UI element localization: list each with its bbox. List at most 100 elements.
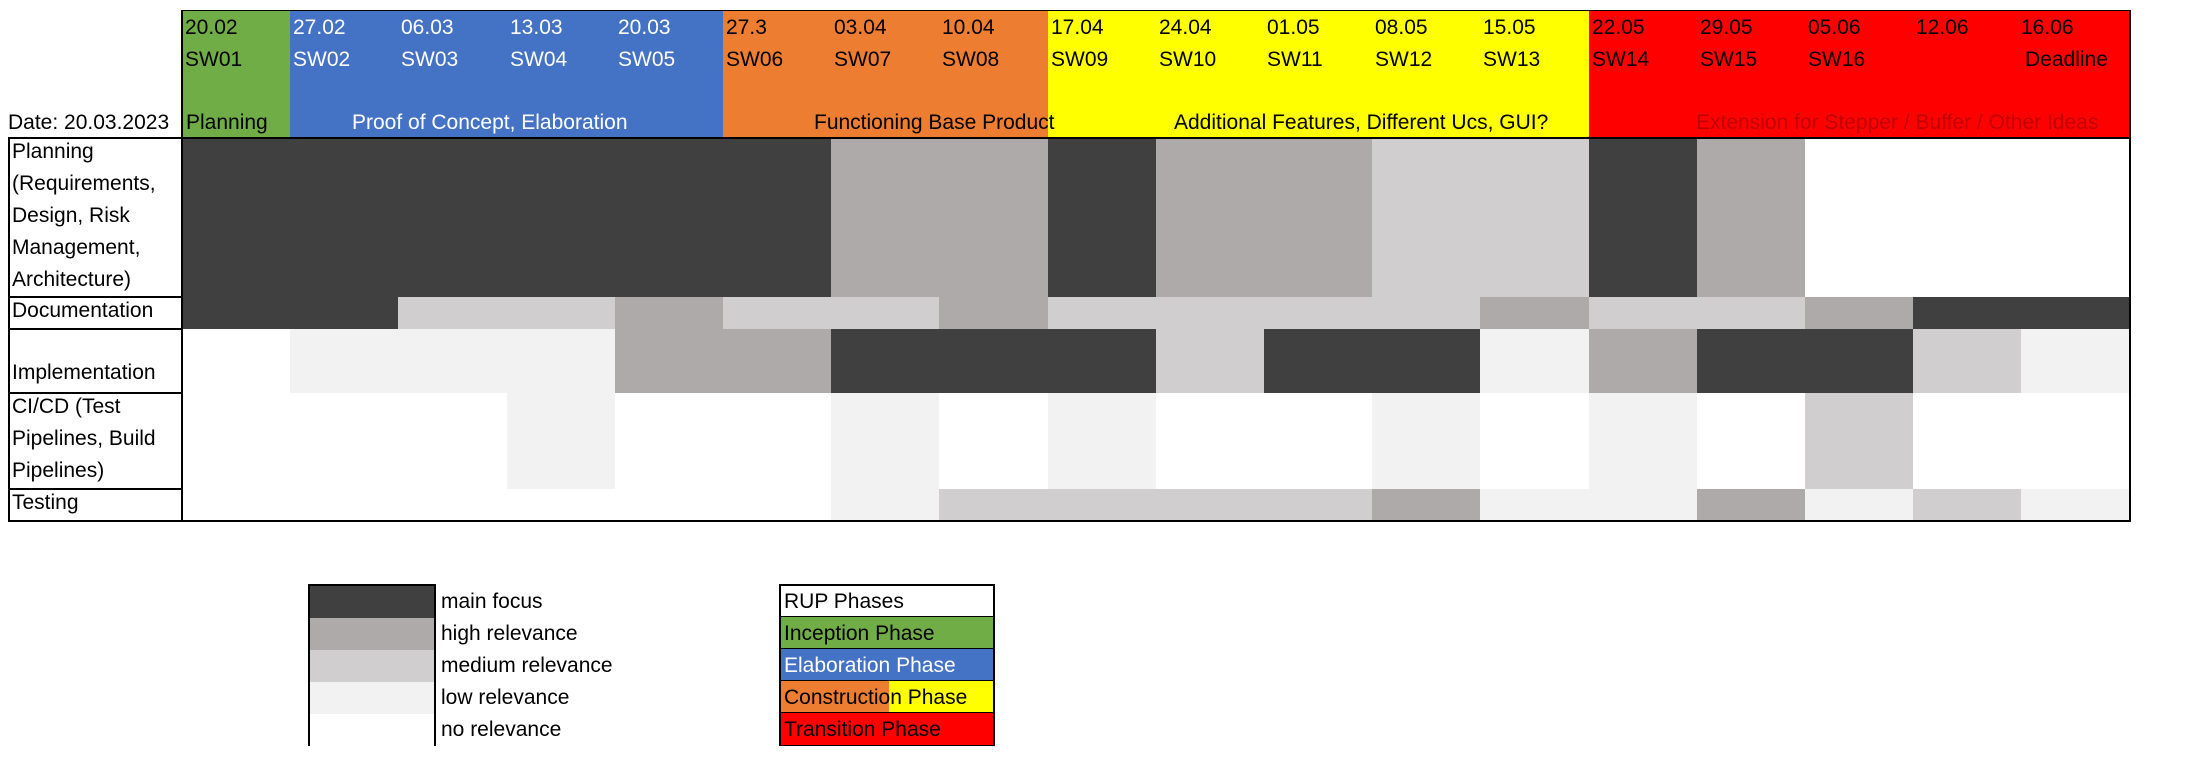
grid-cell xyxy=(831,138,939,297)
grid-cell xyxy=(1697,329,1805,393)
grid-cell xyxy=(723,489,831,521)
grid-cell xyxy=(2021,297,2130,329)
row-divider xyxy=(8,296,182,298)
row-label-line: Documentation xyxy=(12,299,154,322)
week-date: 24.04 xyxy=(1159,16,1212,39)
week-sw: SW08 xyxy=(942,48,1000,71)
header-week-cell xyxy=(290,10,398,138)
row-label-line: Implementation xyxy=(12,361,156,384)
week-date: 20.02 xyxy=(185,16,238,39)
header-week-cell xyxy=(182,10,290,138)
phase-label-proof-of-concept: Proof of Concept, Elaboration xyxy=(352,111,628,134)
header-top-border xyxy=(182,10,2130,11)
grid-cell xyxy=(723,393,831,489)
week-sw: SW05 xyxy=(618,48,676,71)
grid-cell xyxy=(2021,393,2130,489)
row-label-line: CI/CD (Test xyxy=(12,395,121,418)
grid-cell xyxy=(615,297,723,329)
grid-cell xyxy=(1805,329,1913,393)
grid-cell xyxy=(182,489,290,521)
grid-cell xyxy=(1372,489,1480,521)
week-date: 03.04 xyxy=(834,16,887,39)
week-date: 06.03 xyxy=(401,16,454,39)
grid-cell xyxy=(1480,329,1589,393)
week-sw: SW16 xyxy=(1808,48,1866,71)
grid-cell xyxy=(507,329,615,393)
rup-label-inception: Inception Phase xyxy=(784,622,935,645)
phase-label-extension: Extension for Stepper / Buffer / Other I… xyxy=(1696,111,2099,134)
grid-cell xyxy=(398,297,507,329)
week-date: 15.05 xyxy=(1483,16,1536,39)
grid-cell xyxy=(1805,393,1913,489)
grid-cell xyxy=(1156,138,1264,297)
grid-cell xyxy=(939,297,1048,329)
grid-cell xyxy=(615,138,723,297)
week-date: 12.06 xyxy=(1916,16,1969,39)
grid-cell xyxy=(831,489,939,521)
row-label-line: Management, xyxy=(12,236,141,259)
rup-swatch-transition xyxy=(781,713,993,745)
grid-cell xyxy=(2021,138,2130,297)
header-week-cell xyxy=(939,10,1048,138)
grid-cell xyxy=(615,329,723,393)
legend-swatch-low xyxy=(310,682,434,714)
grid-cell xyxy=(831,393,939,489)
rup-swatch-construction-a xyxy=(781,681,889,713)
legend-swatch-none xyxy=(310,714,434,746)
grid-cell xyxy=(1805,297,1913,329)
grid-cell xyxy=(1805,489,1913,521)
header-week-cell xyxy=(1048,10,1156,138)
legend-label-main: main focus xyxy=(441,590,543,613)
grid-cell xyxy=(1372,393,1480,489)
header-week-cell xyxy=(723,10,831,138)
grid-cell xyxy=(1913,489,2021,521)
week-date: 08.05 xyxy=(1375,16,1428,39)
legend-swatch-high xyxy=(310,618,434,650)
header-week-cell xyxy=(1372,10,1480,138)
grid-cell xyxy=(1156,329,1264,393)
grid-cell xyxy=(1697,393,1805,489)
grid-cell xyxy=(1264,138,1372,297)
rup-swatch-inception xyxy=(781,617,993,649)
week-sw: Deadline xyxy=(2025,48,2108,71)
grid-cell xyxy=(1913,329,2021,393)
grid-cell xyxy=(290,489,398,521)
grid-cell xyxy=(182,393,290,489)
grid-cell xyxy=(398,138,507,297)
grid-cell xyxy=(1156,393,1264,489)
grid-cell xyxy=(507,297,615,329)
row-label-line: Testing xyxy=(12,491,79,514)
grid-cell xyxy=(290,297,398,329)
grid-cell xyxy=(1048,329,1156,393)
grid-cell xyxy=(1372,297,1480,329)
week-sw: SW07 xyxy=(834,48,892,71)
grid-cell xyxy=(615,489,723,521)
week-date: 22.05 xyxy=(1592,16,1645,39)
label-column-divider xyxy=(181,10,183,522)
row-divider xyxy=(8,328,182,330)
date-label: Date: 20.03.2023 xyxy=(8,111,170,134)
week-sw: SW02 xyxy=(293,48,351,71)
grid-cell xyxy=(1913,138,2021,297)
week-sw: SW06 xyxy=(726,48,784,71)
grid-cell xyxy=(723,297,831,329)
week-sw: SW15 xyxy=(1700,48,1758,71)
grid-cell xyxy=(1372,329,1480,393)
week-date: 27.02 xyxy=(293,16,346,39)
row-label-line: Architecture) xyxy=(12,268,132,291)
grid-left-border xyxy=(8,137,10,522)
row-label-line: Pipelines, Build xyxy=(12,427,156,450)
grid-cell xyxy=(507,489,615,521)
rup-swatch-elaboration xyxy=(781,649,993,681)
header-week-cell xyxy=(1156,10,1264,138)
week-date: 27.3 xyxy=(726,16,767,39)
grid-cell xyxy=(1480,138,1589,297)
rup-legend-box xyxy=(779,584,995,746)
header-week-cell xyxy=(1697,10,1805,138)
header-week-cell xyxy=(1264,10,1372,138)
grid-cell xyxy=(1156,489,1264,521)
row-label-line: Design, Risk xyxy=(12,204,130,227)
grid-cell xyxy=(2021,489,2130,521)
row-label-line: Pipelines) xyxy=(12,459,105,482)
header-week-cell xyxy=(1480,10,1589,138)
